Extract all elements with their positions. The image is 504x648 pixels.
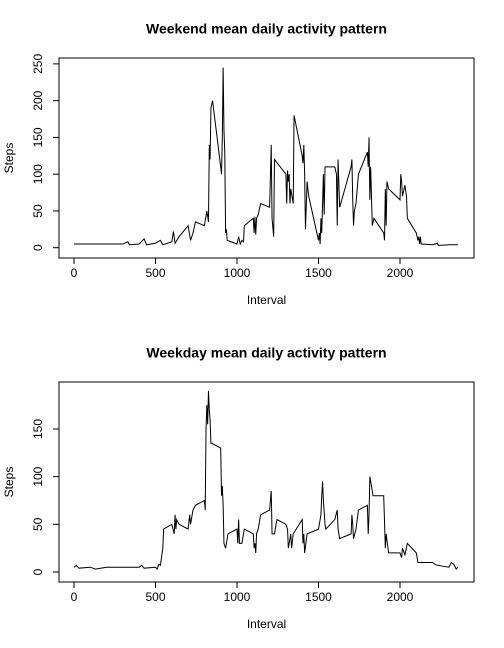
y-axis-label: Steps	[2, 467, 16, 498]
x-tick-label: 1500	[305, 266, 332, 280]
x-tick-label: 500	[145, 590, 165, 604]
x-tick-label: 1500	[305, 590, 332, 604]
chart-title: Weekend mean daily activity pattern	[146, 21, 387, 37]
data-line	[74, 67, 458, 247]
x-axis-label: Interval	[247, 293, 286, 307]
y-tick-label: 200	[31, 90, 45, 110]
x-axis-label: Interval	[247, 617, 286, 631]
y-tick-label: 50	[31, 517, 45, 531]
plot-box	[58, 381, 475, 583]
x-tick-label: 2000	[387, 590, 414, 604]
x-tick-label: 2000	[387, 266, 414, 280]
x-tick-label: 0	[71, 590, 78, 604]
y-tick-label: 100	[31, 164, 45, 184]
x-tick-label: 0	[71, 266, 78, 280]
y-tick-label: 150	[31, 419, 45, 439]
y-tick-label: 250	[31, 54, 45, 74]
chart-title: Weekday mean daily activity pattern	[146, 345, 386, 361]
y-axis-label: Steps	[2, 143, 16, 174]
x-tick-label: 1000	[224, 266, 251, 280]
y-tick-label: 150	[31, 127, 45, 147]
x-tick-label: 1000	[224, 590, 251, 604]
y-tick-label: 100	[31, 466, 45, 486]
x-tick-label: 500	[145, 266, 165, 280]
y-tick-label: 0	[31, 568, 45, 575]
data-line	[73, 390, 459, 571]
y-tick-label: 0	[31, 244, 45, 251]
y-tick-label: 50	[31, 204, 45, 218]
plot-box	[58, 57, 475, 259]
